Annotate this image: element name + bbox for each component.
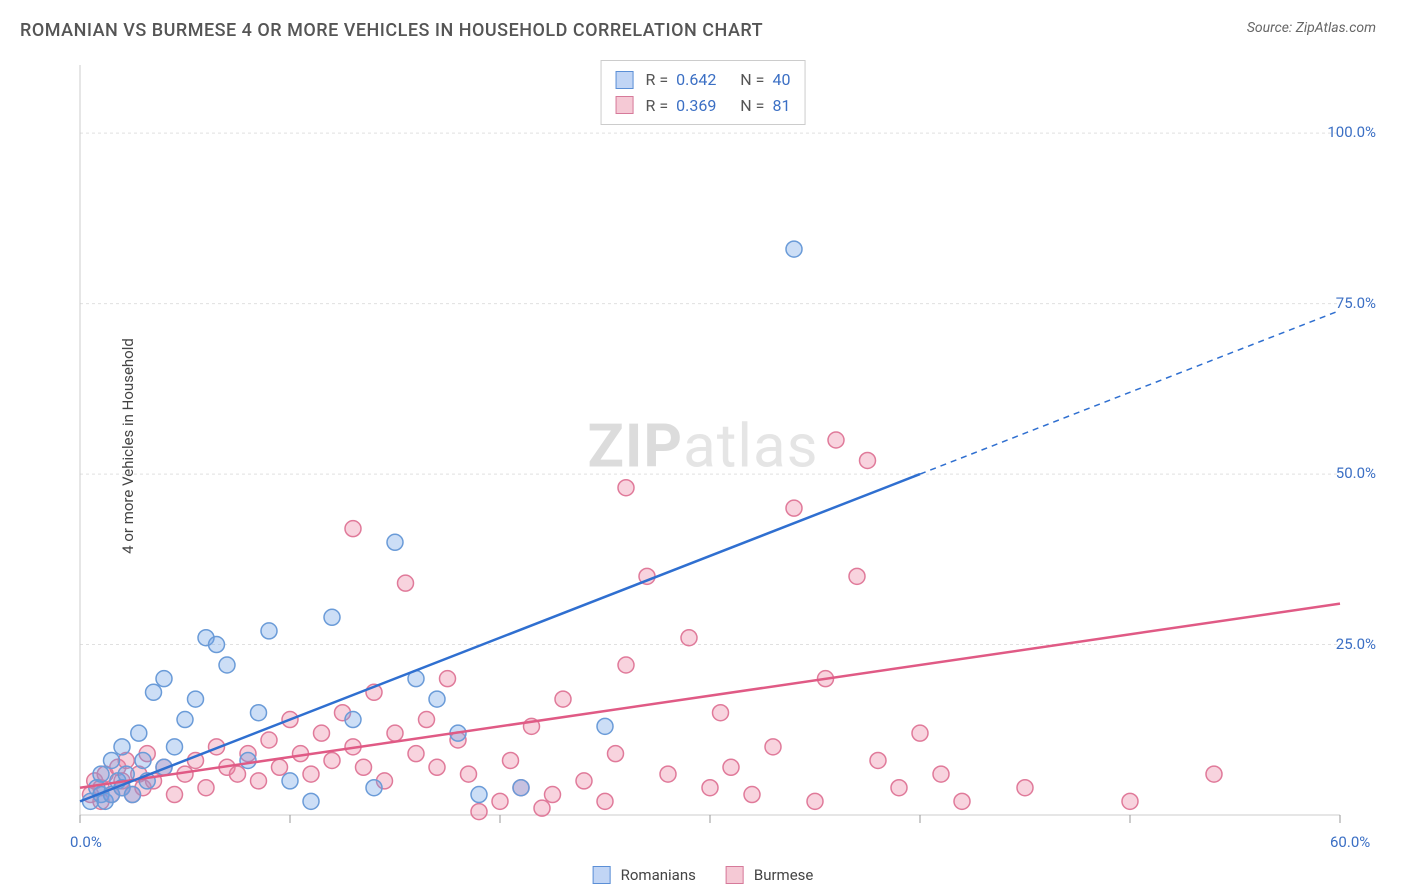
chart-plot-area <box>60 55 1380 835</box>
legend-item-burmese: Burmese <box>726 866 814 884</box>
swatch-pink-icon <box>726 866 744 884</box>
legend-item-romanians: Romanians <box>593 866 696 884</box>
y-tick-label: 25.0% <box>1336 635 1376 653</box>
legend-label-romanians: Romanians <box>621 866 696 884</box>
legend-label-burmese: Burmese <box>754 866 814 884</box>
source-attribution: Source: ZipAtlas.com <box>1247 20 1376 36</box>
y-tick-label: 50.0% <box>1336 464 1376 482</box>
y-tick-label: 75.0% <box>1336 294 1376 312</box>
y-tick-label: 100.0% <box>1327 123 1376 141</box>
x-tick-label: 60.0% <box>1330 833 1370 851</box>
legend-bottom: Romanians Burmese <box>593 866 814 884</box>
x-tick-label: 0.0% <box>70 833 102 851</box>
chart-title: ROMANIAN VS BURMESE 4 OR MORE VEHICLES I… <box>20 20 763 41</box>
swatch-blue-icon <box>593 866 611 884</box>
scatter-chart-svg <box>60 55 1380 835</box>
